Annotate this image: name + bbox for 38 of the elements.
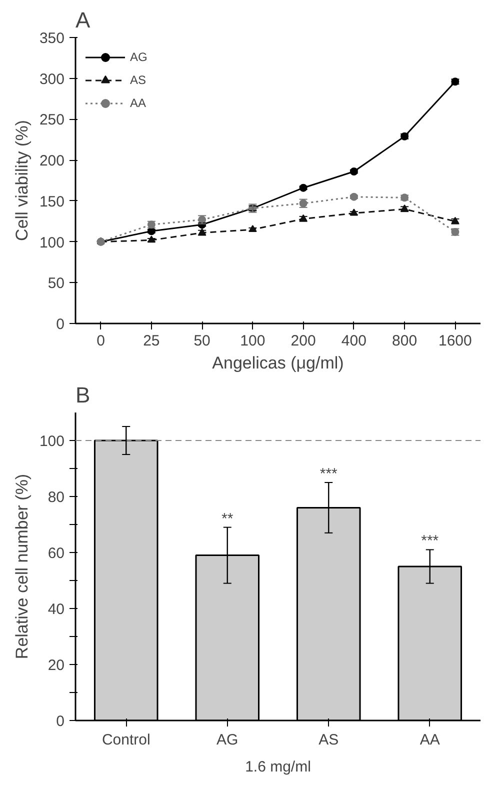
y-tick-label: 300	[39, 70, 65, 88]
legend-label: AG	[130, 50, 148, 64]
y-tick-label: 200	[39, 152, 65, 170]
chart-title: A	[76, 8, 90, 32]
y-tick-label: 80	[48, 489, 65, 506]
x-tick-label: 800	[392, 332, 418, 350]
annotation: ***	[320, 466, 338, 482]
x-tick-label: 100	[240, 332, 266, 350]
y-tick-label: 40	[48, 601, 65, 618]
x-tick-label: 50	[194, 332, 210, 350]
y-axis-title: Cell viability (%)	[12, 120, 32, 241]
annotation: ***	[421, 532, 439, 550]
annotation: **	[222, 510, 234, 528]
y-tick-label: 0	[56, 316, 64, 333]
y-tick-label: 0	[56, 713, 64, 730]
y-tick-label: 100	[39, 433, 65, 450]
y-tick-label: 20	[48, 657, 65, 674]
y-tick-label: 60	[48, 545, 65, 562]
x-tick-label: AA	[420, 732, 440, 748]
y-tick-label: 150	[39, 193, 65, 210]
x-tick-label: Control	[102, 732, 150, 748]
y-tick-label: 50	[48, 275, 65, 292]
x-tick-label: 0	[96, 332, 105, 350]
y-tick-label: 350	[39, 30, 65, 47]
legend-label: AA	[130, 96, 148, 110]
y-axis-title: Relative cell number (%)	[12, 474, 32, 660]
legend-label: AS	[130, 73, 148, 87]
x-tick-label: 200	[290, 332, 316, 350]
chart-title: B	[76, 382, 90, 408]
x-tick-label: AS	[318, 732, 339, 748]
x-tick-label: AG	[216, 732, 238, 748]
x-tick-label: 1600	[438, 332, 472, 350]
x-tick-label: 400	[341, 332, 366, 350]
y-tick-label: 250	[39, 112, 65, 129]
x-axis-title: Angelicas (μg/ml)	[212, 354, 344, 372]
text: 1.6 mg/ml	[245, 758, 311, 776]
x-tick-label: 25	[143, 332, 160, 350]
y-tick-label: 100	[39, 234, 65, 252]
